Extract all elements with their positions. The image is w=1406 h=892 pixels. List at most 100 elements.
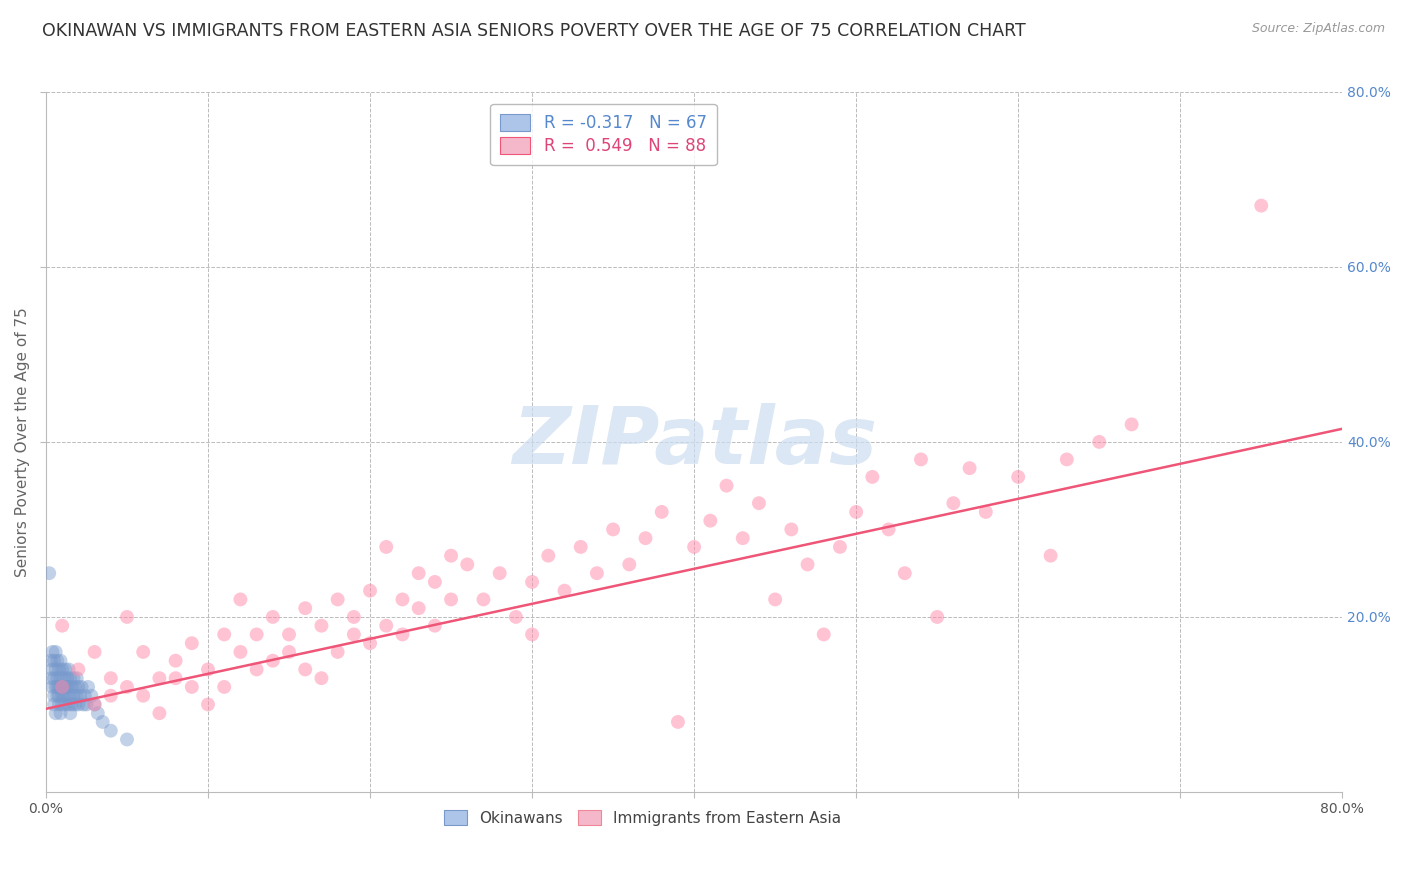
Point (67, 662, 90, 676)
Point (520, 627, 543, 641)
Point (62, 689, 84, 703)
Point (39, 654, 62, 668)
Point (55, 698, 77, 712)
Point (359, 636, 381, 650)
Point (423, 618, 446, 632)
Point (51, 680, 73, 694)
Point (42, 671, 65, 685)
Point (1039, 549, 1062, 563)
Point (472, 592, 495, 607)
Point (46, 671, 69, 685)
Point (52, 680, 75, 694)
Point (683, 540, 706, 554)
Point (148, 706, 170, 721)
Point (229, 645, 252, 659)
Point (456, 558, 478, 572)
Point (51, 662, 73, 676)
Point (100, 671, 122, 685)
Point (59, 671, 82, 685)
Point (52, 689, 75, 703)
Point (813, 627, 835, 641)
Point (55, 680, 77, 694)
Point (553, 583, 575, 598)
Point (699, 514, 721, 528)
Point (634, 531, 657, 545)
Point (910, 452, 932, 467)
Point (326, 645, 349, 659)
Point (537, 549, 560, 563)
Point (391, 627, 413, 641)
Point (651, 505, 673, 519)
Point (440, 592, 463, 607)
Point (45, 662, 67, 676)
Point (83, 645, 105, 659)
Point (408, 601, 430, 615)
Point (974, 505, 997, 519)
Point (212, 627, 235, 641)
Point (246, 627, 269, 641)
Point (83, 698, 105, 712)
Point (51, 618, 73, 632)
Text: OKINAWAN VS IMMIGRANTS FROM EASTERN ASIA SENIORS POVERTY OVER THE AGE OF 75 CORR: OKINAWAN VS IMMIGRANTS FROM EASTERN ASIA… (42, 22, 1026, 40)
Point (666, 714, 689, 729)
Point (46, 680, 69, 694)
Point (423, 574, 446, 589)
Point (55, 662, 77, 676)
Point (69, 689, 91, 703)
Point (246, 662, 269, 676)
Point (41, 680, 63, 694)
Point (569, 540, 592, 554)
Point (796, 558, 818, 572)
Point (212, 680, 235, 694)
Point (56, 680, 79, 694)
Point (343, 610, 366, 624)
Point (100, 689, 122, 703)
Point (38, 566, 60, 581)
Point (48, 689, 70, 703)
Point (67, 698, 90, 712)
Point (60, 680, 83, 694)
Point (780, 523, 803, 537)
Point (59, 689, 82, 703)
Point (959, 461, 981, 475)
Point (76, 698, 98, 712)
Point (66, 671, 89, 685)
Point (375, 618, 398, 632)
Point (52, 671, 75, 685)
Point (262, 610, 284, 624)
Point (748, 496, 770, 510)
Y-axis label: Seniors Poverty Over the Age of 75: Seniors Poverty Over the Age of 75 (15, 307, 30, 577)
Point (165, 671, 187, 685)
Point (46, 689, 69, 703)
Point (1250, 199, 1272, 213)
Point (927, 610, 949, 624)
Point (83, 698, 105, 712)
Point (46, 654, 69, 668)
Point (132, 689, 155, 703)
Point (73, 689, 96, 703)
Point (1088, 434, 1111, 449)
Point (115, 680, 138, 694)
Point (391, 592, 413, 607)
Point (148, 671, 170, 685)
Point (51, 698, 73, 712)
Point (87, 706, 110, 721)
Point (48, 680, 70, 694)
Text: Source: ZipAtlas.com: Source: ZipAtlas.com (1251, 22, 1385, 36)
Point (860, 470, 883, 484)
Point (408, 566, 430, 581)
Point (60, 698, 83, 712)
Point (66, 689, 89, 703)
Point (229, 592, 252, 607)
Point (39, 671, 62, 685)
Point (311, 671, 333, 685)
Point (619, 558, 641, 572)
Point (602, 523, 624, 537)
Point (586, 566, 609, 581)
Point (132, 645, 155, 659)
Point (58, 662, 80, 676)
Text: ZIPatlas: ZIPatlas (512, 403, 876, 481)
Point (375, 540, 398, 554)
Point (197, 698, 219, 712)
Point (45, 706, 67, 721)
